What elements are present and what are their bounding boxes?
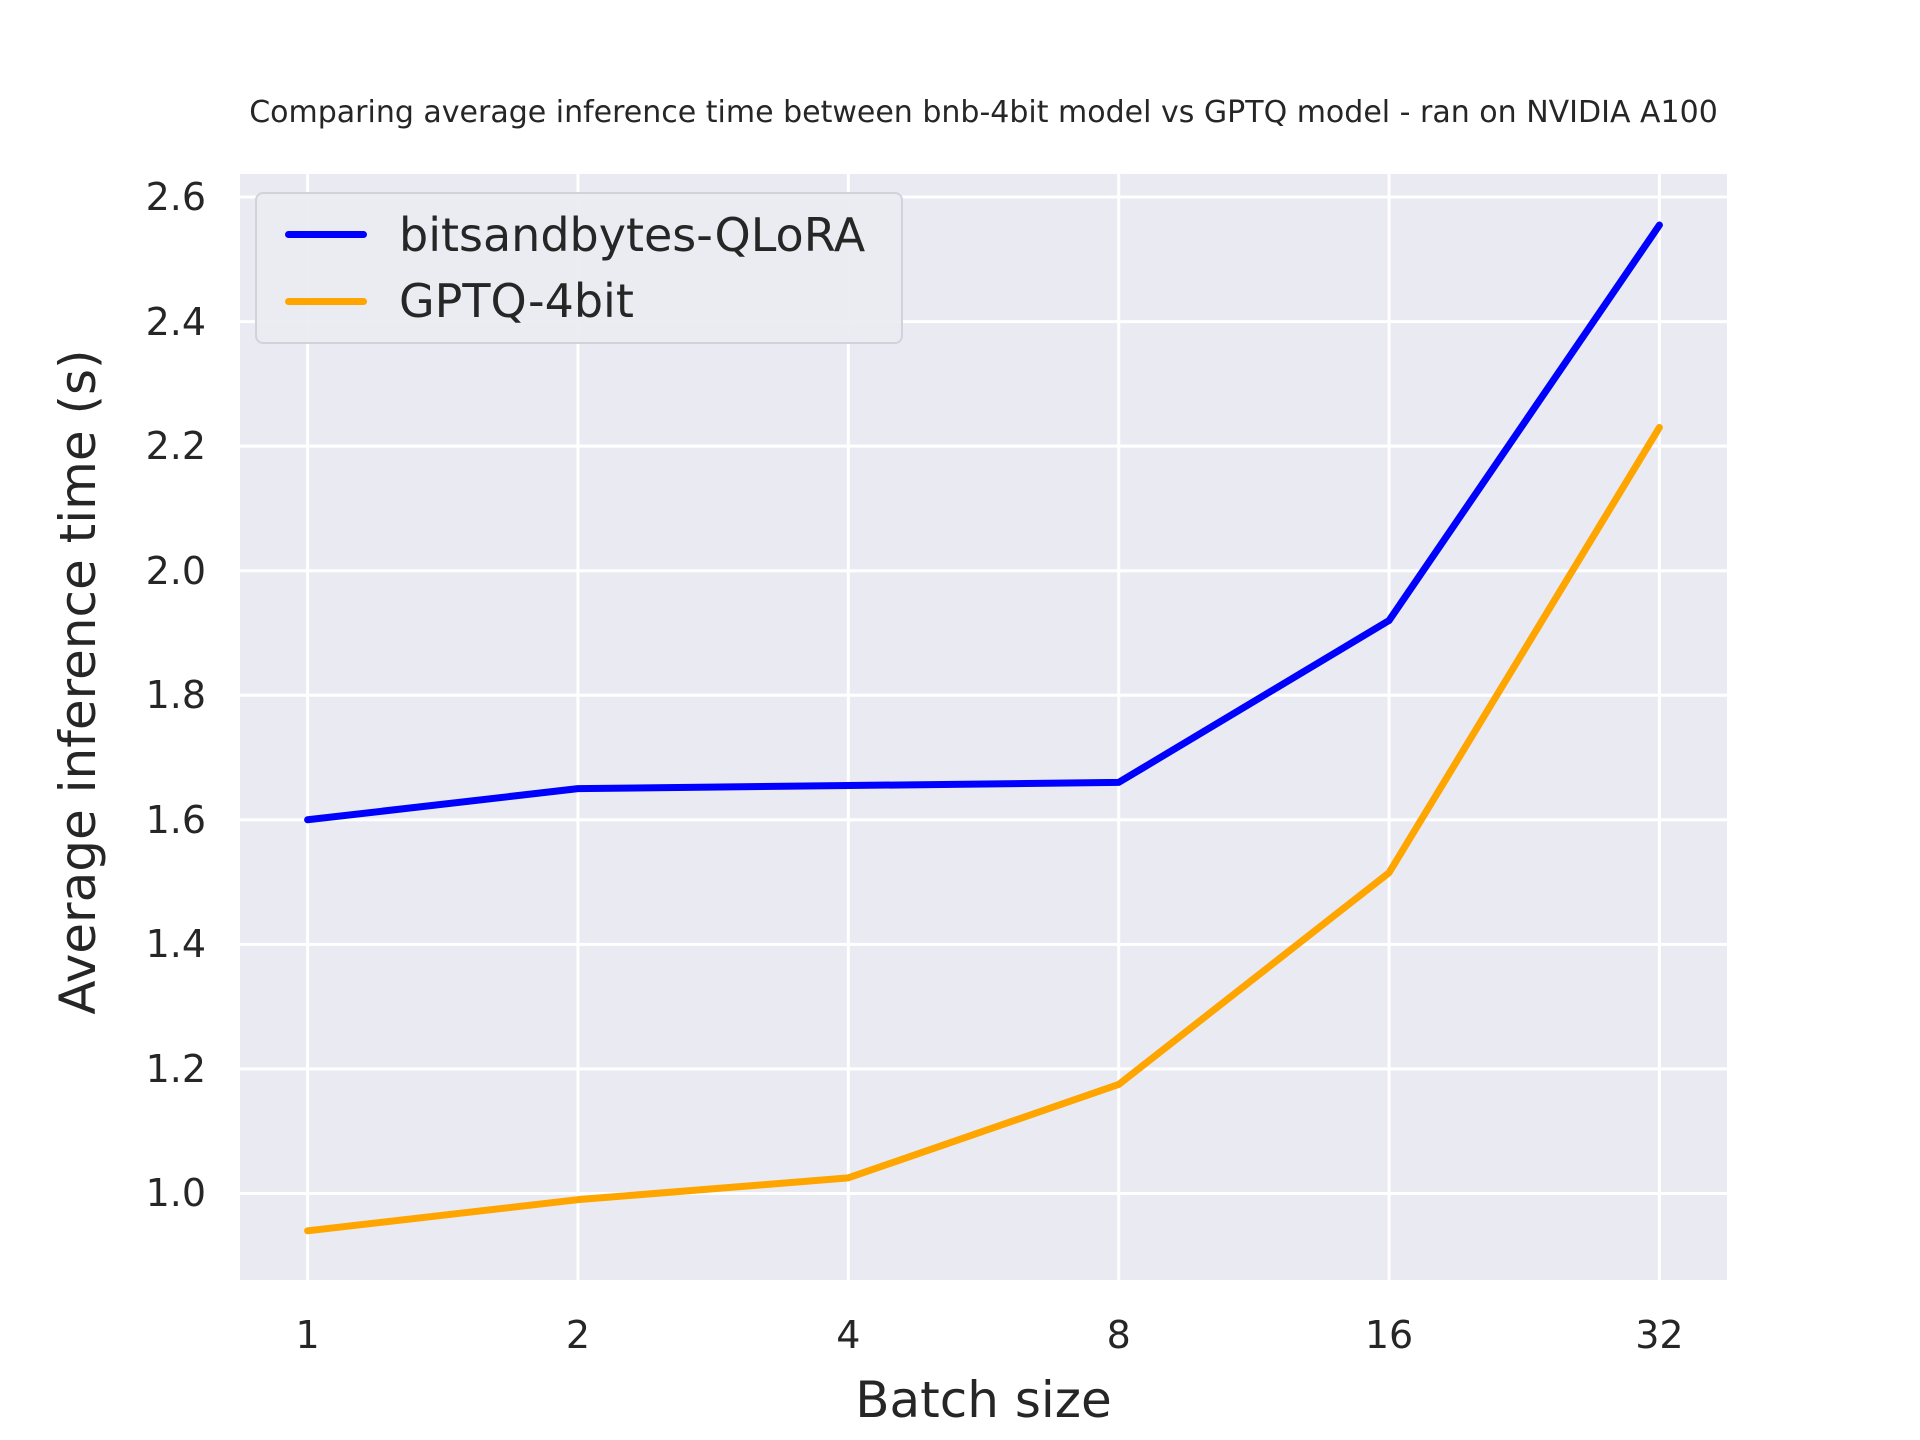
- x-tick-label: 4: [836, 1313, 861, 1357]
- series-line-bitsandbytes-qlora: [304, 221, 1663, 824]
- legend-line-swatch-blue: [285, 231, 367, 239]
- legend: bitsandbytes-QLoRA GPTQ-4bit: [255, 192, 903, 344]
- x-tick-label: 1: [295, 1313, 320, 1357]
- y-tick-label: 2.0: [145, 548, 206, 593]
- y-tick-label: 2.2: [145, 424, 206, 469]
- x-tick-label: 2: [565, 1313, 591, 1357]
- x-tick-label: 32: [1635, 1313, 1684, 1357]
- legend-label: bitsandbytes-QLoRA: [399, 207, 866, 262]
- series-line-gptq-4bit: [304, 423, 1663, 1235]
- plot-svg: [240, 174, 1727, 1280]
- legend-item-gptq-4bit: GPTQ-4bit: [285, 275, 901, 327]
- legend-item-bitsandbytes-qlora: bitsandbytes-QLoRA: [285, 209, 901, 261]
- legend-line-swatch-orange: [285, 297, 367, 305]
- y-axis-ticks: 1.0 1.2 1.4 1.6 1.8 2.0 2.2 2.4 2.6: [0, 174, 206, 1280]
- chart-title: Comparing average inference time between…: [249, 95, 1718, 130]
- legend-label: GPTQ-4bit: [399, 274, 634, 329]
- x-tick-label: 16: [1364, 1313, 1414, 1357]
- x-axis-ticks: 1 2 4 8 16 32: [240, 1312, 1727, 1358]
- y-tick-label: 1.0: [145, 1171, 206, 1216]
- x-tick-label: 8: [1106, 1313, 1131, 1357]
- y-tick-label: 1.2: [145, 1046, 206, 1091]
- y-tick-label: 1.4: [145, 922, 206, 967]
- plot-area: bitsandbytes-QLoRA GPTQ-4bit: [240, 174, 1727, 1280]
- y-tick-label: 2.6: [145, 175, 206, 220]
- y-tick-label: 2.4: [145, 299, 206, 344]
- x-axis-label: Batch size: [855, 1371, 1112, 1429]
- y-tick-label: 1.6: [145, 797, 206, 842]
- y-tick-label: 1.8: [145, 673, 206, 718]
